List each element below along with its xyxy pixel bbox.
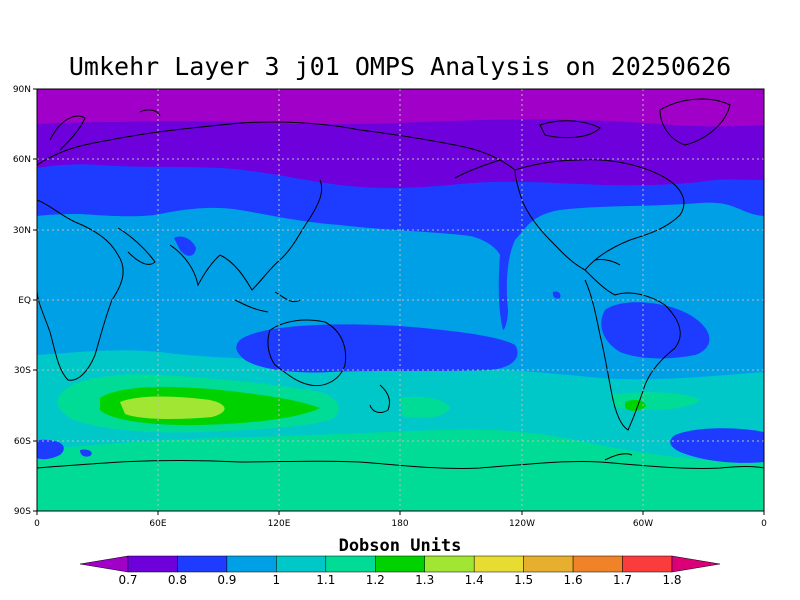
colorbar-swatch — [375, 555, 425, 573]
coast-south-america — [584, 269, 681, 431]
gridlines — [37, 89, 764, 511]
band-1.2-1.3-small — [625, 399, 646, 411]
colorbar-label: 0.9 — [217, 573, 236, 587]
colorbar-label: 1.7 — [613, 573, 632, 587]
colorbar-swatch — [424, 555, 475, 573]
colorbar-swatch — [523, 555, 574, 573]
coast-nz — [369, 384, 391, 413]
coast-antarctica — [37, 460, 764, 469]
colorbar-swatch — [226, 555, 277, 573]
coastlines — [37, 98, 764, 469]
band-0.8-0.9-tiny — [552, 291, 561, 299]
y-tick-label: 60N — [13, 155, 31, 165]
band-0.8-0.9-south5 — [80, 449, 92, 457]
axis-ticks — [33, 88, 765, 515]
y-tick-label: 90S — [14, 507, 31, 517]
colorbar-swatch — [177, 555, 228, 573]
colorbar-label: 1.3 — [415, 573, 434, 587]
coast-arabia — [117, 227, 156, 265]
map-title: Umkehr Layer 3 j01 OMPS Analysis on 2025… — [68, 52, 732, 81]
colorbar-label: 1 — [273, 573, 281, 587]
y-tick-label: 60S — [14, 437, 31, 447]
colorbar-label: 1.1 — [316, 573, 335, 587]
colorbar-label: 1.4 — [465, 573, 484, 587]
band-0.8-0.9-south4 — [37, 439, 64, 460]
colorbar-label: 1.5 — [514, 573, 533, 587]
coast-antarctic-peninsula — [604, 453, 633, 461]
y-tick-label: 30N — [13, 226, 31, 236]
x-tick-label: 120W — [509, 519, 535, 529]
coast-greenland — [659, 98, 731, 146]
colorbar-swatch — [127, 555, 178, 573]
colorbar-swatch — [572, 555, 623, 573]
y-tick-labels: 90N 60N 30N EQ 30S 60S 90S — [13, 85, 31, 517]
colorbar-swatch — [473, 555, 524, 573]
colorbar-label: 1.6 — [564, 573, 583, 587]
x-tick-label: 60W — [633, 519, 653, 529]
y-tick-label: 90N — [13, 85, 31, 95]
x-tick-label: 60E — [149, 519, 166, 529]
y-tick-label: EQ — [18, 296, 31, 306]
band-below-0.7 — [37, 89, 764, 127]
coast-africa — [37, 199, 124, 381]
colorbar-label: 1.2 — [366, 573, 385, 587]
colorbar-title: Dobson Units — [338, 536, 462, 556]
band-1.3-1.4 — [120, 396, 225, 419]
band-0.8-0.9-south3 — [670, 428, 764, 463]
colorbar-label: 1.8 — [662, 573, 681, 587]
coast-east-asia — [219, 179, 323, 291]
coast-scandinavia — [49, 115, 86, 151]
coast-arctic-islands — [539, 120, 601, 139]
colorbar-arrow-low — [79, 555, 129, 573]
coast-north-america — [514, 159, 685, 271]
x-tick-label: 0 — [34, 519, 40, 529]
band-0.8-0.9-south2 — [601, 302, 710, 359]
colorbar-swatch — [325, 555, 376, 573]
colorbar-label: 0.7 — [118, 573, 137, 587]
coast-india — [169, 244, 221, 287]
y-tick-label: 30S — [14, 366, 31, 376]
colorbar-swatch — [276, 555, 327, 573]
colorbar-arrow-high — [671, 555, 721, 573]
band-1.1-1.2-small — [400, 396, 450, 418]
colorbar-label: 0.8 — [168, 573, 187, 587]
coast-svalbard — [139, 109, 161, 117]
colorbar-swatch — [622, 555, 673, 573]
x-tick-labels: 0 60E 120E 180 120W 60W 0 — [34, 519, 767, 529]
coast-caribbean — [594, 259, 621, 266]
band-0.8-0.9-small — [174, 236, 196, 256]
coast-indonesia1 — [234, 299, 269, 313]
colorbar: 0.7 0.8 0.9 1 1.1 1.2 1.3 1.4 1.5 1.6 1.7 1.8 — [79, 555, 721, 587]
coast-australia — [267, 319, 347, 387]
x-tick-label: 180 — [391, 519, 408, 529]
x-tick-label: 120E — [268, 519, 291, 529]
x-tick-label: 0 — [761, 519, 767, 529]
coast-alaska — [454, 159, 501, 179]
coast-eurasia-north — [37, 121, 516, 171]
band-0.8-0.9-south1 — [236, 324, 518, 373]
